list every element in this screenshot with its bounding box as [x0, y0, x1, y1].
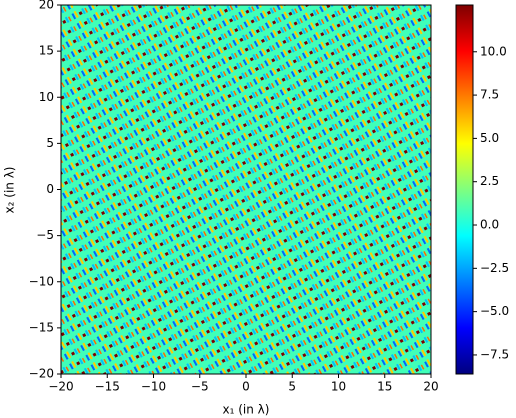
- colorbar-tick-label: 10.0: [480, 44, 507, 58]
- y-tick-label: −5: [36, 228, 54, 242]
- colorbar-tick-label: 5.0: [480, 131, 499, 145]
- x-tick-label: 0: [242, 380, 250, 394]
- colorbar-tick-label: 2.5: [480, 174, 499, 188]
- x-tick-label: 15: [377, 380, 392, 394]
- x-tick-label: 10: [331, 380, 346, 394]
- colorbar-tick-label: 7.5: [480, 88, 499, 102]
- x-tick-label: −15: [95, 380, 120, 394]
- y-axis-label: x₂ (in λ): [3, 167, 17, 214]
- colorbar-tick-label: −5.0: [480, 304, 509, 318]
- y-tick-label: −20: [29, 367, 54, 381]
- y-tick-label: −10: [29, 274, 54, 288]
- colorbar-tick-label: −2.5: [480, 261, 509, 275]
- field-image: [61, 5, 431, 374]
- x-tick-label: 20: [423, 380, 438, 394]
- y-tick-label: 10: [39, 90, 54, 104]
- colorbar-tick-label: 0.0: [480, 218, 499, 232]
- y-tick-label: 0: [46, 182, 54, 196]
- y-tick-label: 20: [39, 0, 54, 12]
- x-tick-label: 5: [288, 380, 296, 394]
- colorbar: [455, 4, 474, 375]
- y-tick-label: −15: [29, 320, 54, 334]
- colorbar-tick-label: −7.5: [480, 347, 509, 361]
- y-tick-label: 15: [39, 44, 54, 58]
- y-tick-label: 5: [46, 136, 54, 150]
- x-tick-label: −20: [48, 380, 73, 394]
- x-tick-label: −5: [191, 380, 209, 394]
- x-axis-label: x₁ (in λ): [223, 403, 270, 417]
- x-tick-label: −10: [141, 380, 166, 394]
